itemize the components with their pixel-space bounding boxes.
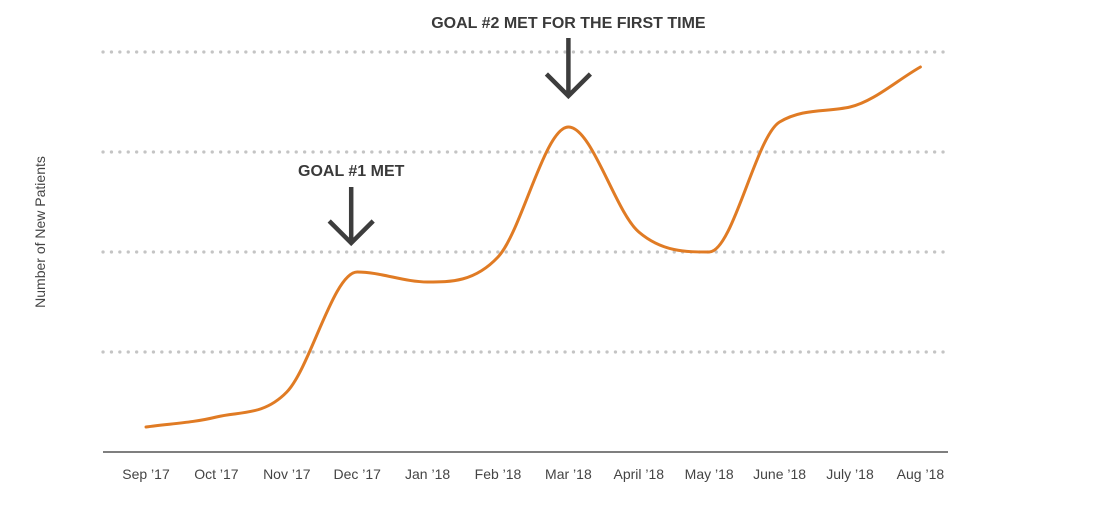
annotation-label: GOAL #1 MET (298, 163, 405, 180)
x-tick-label: Aug ’18 (897, 466, 945, 482)
annotation-label: GOAL #2 MET FOR THE FIRST TIME (431, 15, 706, 32)
x-tick-label: April ’18 (614, 466, 665, 482)
x-tick-label: Jan ’18 (405, 466, 450, 482)
y-axis-label: Number of New Patients (32, 156, 48, 308)
down-arrow-icon (327, 187, 375, 247)
gridlines (101, 50, 950, 354)
series-line (144, 65, 922, 429)
annotations: GOAL #1 MET GOAL #2 MET FOR THE FIRST TIM… (298, 15, 706, 247)
x-tick-label: July ’18 (826, 466, 874, 482)
x-tick-label: Mar ’18 (545, 466, 592, 482)
x-tick-label: Dec ’17 (333, 466, 381, 482)
x-tick-label: Oct ’17 (194, 466, 239, 482)
x-tick-label: Feb ’18 (475, 466, 522, 482)
x-tick-label: Nov ’17 (263, 466, 311, 482)
down-arrow-icon (544, 38, 592, 100)
x-tick-label: May ’18 (685, 466, 734, 482)
x-tick-label: Sep ’17 (122, 466, 170, 482)
x-tick-label: June ’18 (753, 466, 806, 482)
x-tick-labels: Sep ’17 Oct ’17 Nov ’17 Dec ’17 Jan ’18 Feb ’… (122, 466, 944, 482)
